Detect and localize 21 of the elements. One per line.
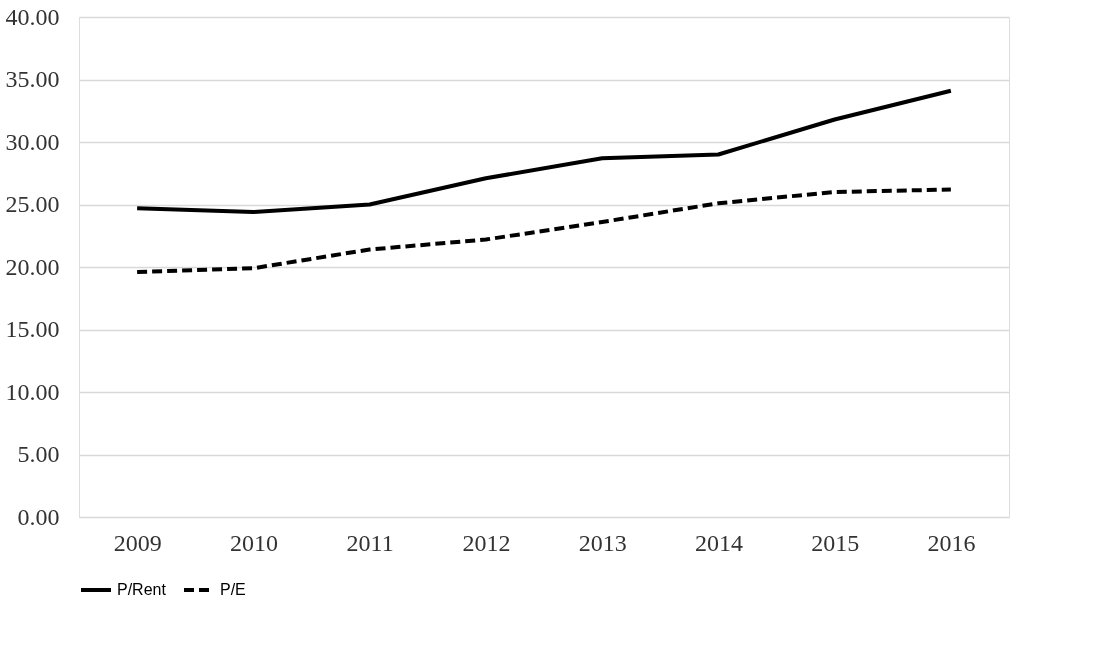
y-tick-label: 30.00 [5,128,60,155]
y-tick-label: 15.00 [5,316,60,342]
x-tick-label: 2009 [113,529,162,556]
x-tick-label: 2014 [694,529,743,556]
y-tick-label: 5.00 [17,441,60,467]
y-tick-label: 20.00 [5,253,60,280]
y-tick-label: 0.00 [17,503,60,530]
y-tick-label: 40.00 [5,3,60,30]
line-series [135,88,953,214]
y-tick-label: 35.00 [5,66,60,92]
y-tick-label: 10.00 [5,378,60,405]
x-tick-label: 2011 [346,529,394,556]
x-tick-label: 2015 [811,529,860,556]
legend-label: P/Rent [117,581,167,598]
line-series [135,187,953,274]
x-tick-label: 2016 [927,529,976,556]
legend-label: P/E [220,581,246,598]
x-tick-label: 2010 [229,529,278,556]
x-tick-label: 2012 [462,529,511,556]
y-tick-label: 25.00 [5,191,60,217]
x-tick-label: 2013 [578,529,627,556]
